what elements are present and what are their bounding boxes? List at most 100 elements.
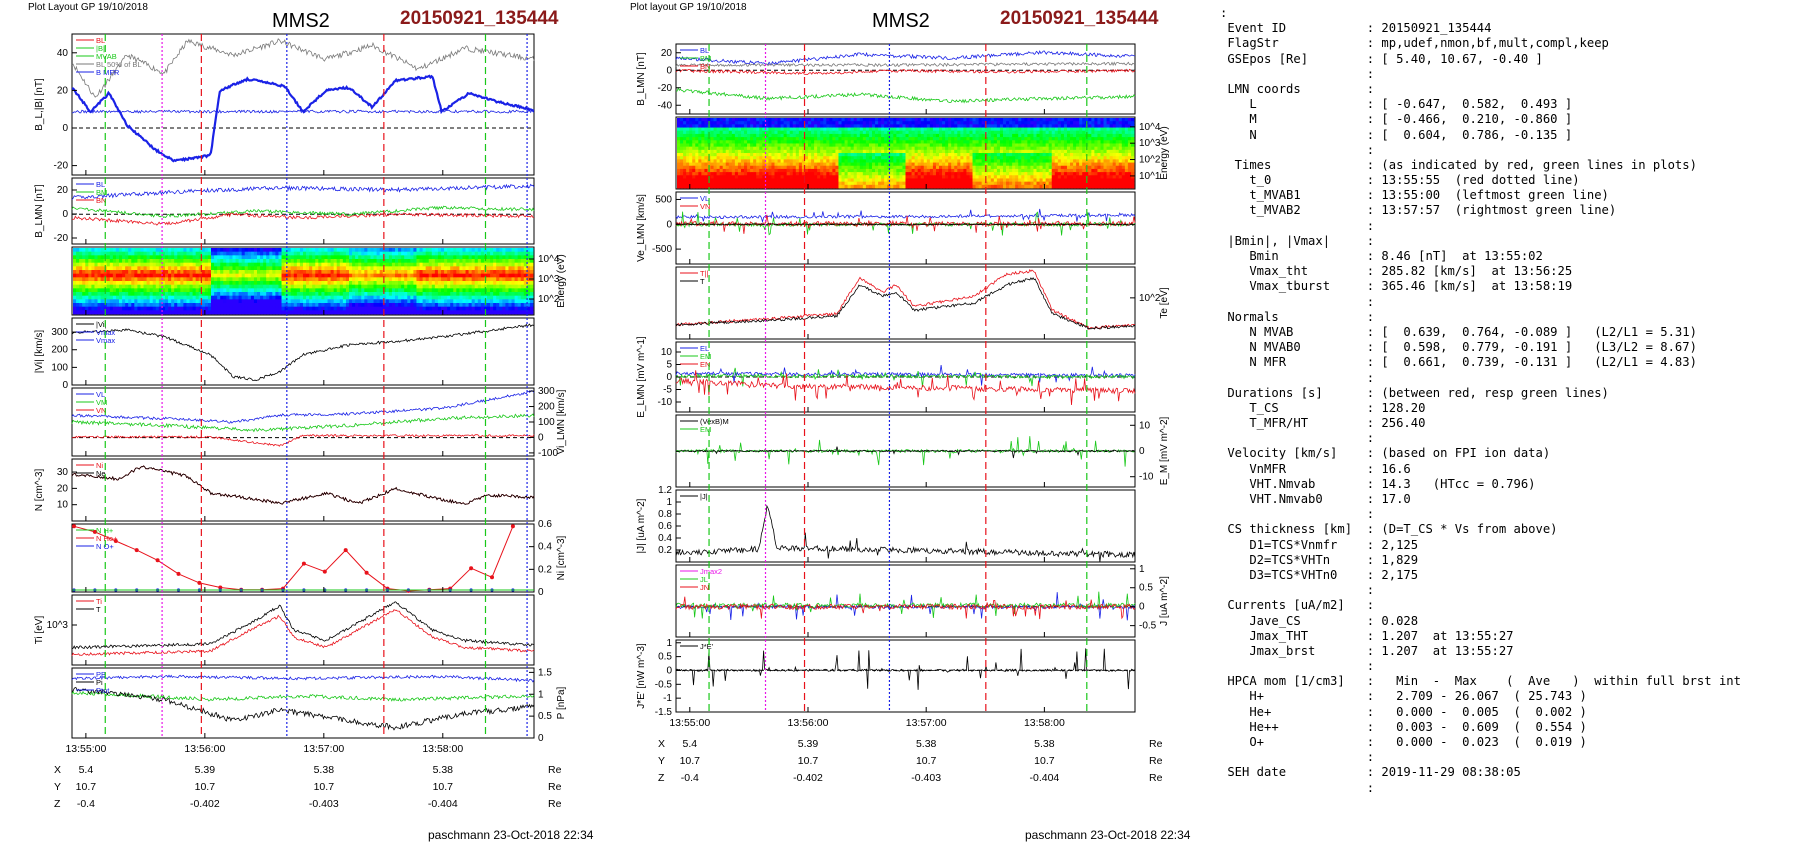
spectrogram-cell — [726, 137, 729, 141]
spectrogram-cell — [869, 134, 872, 138]
spectrogram-cell — [88, 303, 91, 307]
spectrogram-cell — [838, 143, 841, 147]
spectrogram-cell — [848, 118, 851, 122]
spectrogram-cell — [101, 274, 104, 278]
spectrogram-cell — [714, 166, 717, 170]
spectrogram-cell — [251, 255, 254, 259]
spectrogram-cell — [153, 263, 156, 267]
spectrogram-cell — [140, 292, 143, 296]
spectrogram-cell — [478, 263, 481, 267]
spectrogram-cell — [294, 299, 297, 303]
spectrogram-cell — [85, 277, 88, 281]
spectrogram-cell — [793, 121, 796, 125]
spectrogram-cell — [814, 128, 817, 132]
spectrogram-cell — [521, 281, 524, 285]
panel-frame — [72, 459, 534, 521]
spectrogram-cell — [909, 175, 912, 179]
spectrogram-cell — [918, 185, 921, 189]
panel-frame — [676, 44, 1135, 114]
spectrogram-cell — [122, 303, 125, 307]
spectrogram-cell — [413, 270, 416, 274]
spectrogram-cell — [744, 172, 747, 176]
spectrogram-cell — [251, 270, 254, 274]
spectrogram-cell — [817, 134, 820, 138]
spectrogram-cell — [930, 147, 933, 151]
spectrogram-cell — [374, 288, 377, 292]
spectrogram-cell — [183, 270, 186, 274]
spectrogram-cell — [902, 178, 905, 182]
spectrogram-cell — [337, 266, 340, 270]
spectrogram-cell — [205, 292, 208, 296]
spectrogram-cell — [435, 299, 438, 303]
spectrogram-cell — [741, 169, 744, 173]
spectrogram-cell — [912, 163, 915, 167]
spectrogram-cell — [799, 172, 802, 176]
spectrogram-cell — [147, 299, 150, 303]
spectrogram-cell — [738, 175, 741, 179]
spectrogram-cell — [493, 281, 496, 285]
spectrogram-cell — [784, 121, 787, 125]
spectrogram-cell — [936, 175, 939, 179]
spectrogram-cell — [472, 248, 475, 252]
spectrogram-cell — [303, 259, 306, 263]
spectrogram-cell — [91, 307, 94, 311]
spectrogram-cell — [153, 307, 156, 311]
spectrogram-cell — [915, 175, 918, 179]
spectrogram-cell — [893, 124, 896, 128]
spectrogram-cell — [857, 118, 860, 122]
spectrogram-cell — [515, 255, 518, 259]
spectrogram-cell — [134, 292, 137, 296]
spectrogram-cell — [753, 182, 756, 186]
spectrogram-cell — [469, 259, 472, 263]
spectrogram-cell — [472, 310, 475, 314]
spectrogram-cell — [370, 288, 373, 292]
spectrogram-cell — [79, 299, 82, 303]
spectrogram-cell — [902, 172, 905, 176]
spectrogram-cell — [747, 134, 750, 138]
spectrogram-cell — [756, 159, 759, 163]
spectrogram-cell — [720, 169, 723, 173]
spectrogram-cell — [416, 259, 419, 263]
spectrogram-cell — [723, 140, 726, 144]
spectrogram-cell — [845, 147, 848, 151]
spectrogram-cell — [462, 281, 465, 285]
spectrogram-cell — [291, 274, 294, 278]
spectrogram-cell — [784, 178, 787, 182]
spectrogram-cell — [845, 131, 848, 135]
spectrogram-cell — [933, 163, 936, 167]
spectrogram-cell — [787, 153, 790, 157]
spectrogram-cell — [79, 277, 82, 281]
spectrogram-cell — [242, 255, 245, 259]
spectrogram-cell — [208, 285, 211, 289]
spectrogram-cell — [863, 128, 866, 132]
spectrogram-cell — [768, 178, 771, 182]
spectrogram-cell — [416, 307, 419, 311]
spectrogram-cell — [842, 159, 845, 163]
spectrogram-cell — [692, 166, 695, 170]
spectrogram-cell — [893, 175, 896, 179]
spectrogram-cell — [380, 263, 383, 267]
spectrogram-cell — [324, 252, 327, 256]
spectrogram-cell — [711, 159, 714, 163]
spectrogram-cell — [389, 303, 392, 307]
spectrogram-cell — [423, 252, 426, 256]
spectrogram-cell — [223, 285, 226, 289]
spectrogram-cell — [324, 307, 327, 311]
spectrogram-cell — [321, 288, 324, 292]
spectrogram-cell — [432, 248, 435, 252]
spectrogram-cell — [435, 252, 438, 256]
spectrogram-cell — [101, 296, 104, 300]
spectrogram-cell — [875, 163, 878, 167]
spectrogram-cell — [260, 288, 263, 292]
spectrogram-cell — [110, 263, 113, 267]
spectrogram-cell — [232, 303, 235, 307]
spectrogram-cell — [720, 178, 723, 182]
spectrogram-cell — [881, 143, 884, 147]
spectrogram-cell — [441, 299, 444, 303]
spectrogram-cell — [239, 296, 242, 300]
spectrogram-cell — [823, 131, 826, 135]
spectrogram-cell — [315, 307, 318, 311]
spectrogram-cell — [909, 137, 912, 141]
spectrogram-cell — [838, 137, 841, 141]
spectrogram-cell — [487, 307, 490, 311]
